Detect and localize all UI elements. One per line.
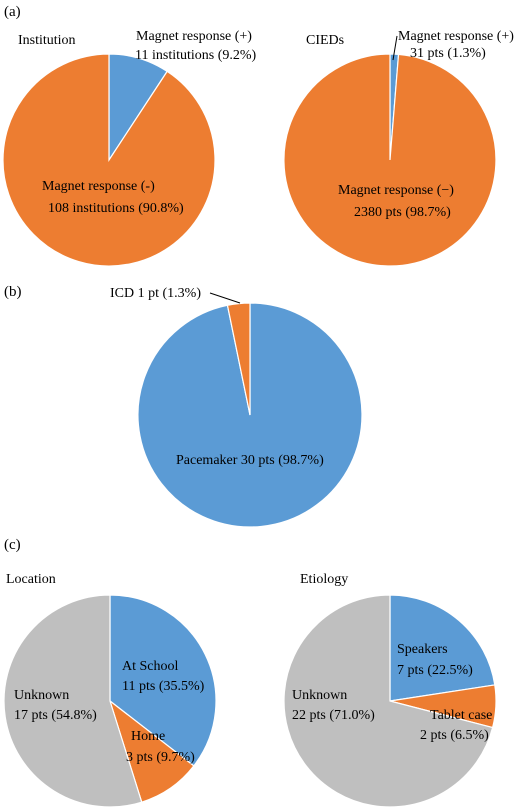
pie-location: Location At School 11 pts (35.5%) Home 3… (3, 572, 217, 808)
pie-etiology: Etiology Speakers 7 pts (22.5%) Tablet c… (283, 572, 497, 808)
pie-cieds-slice-1 (283, 53, 497, 267)
pie-device-type-slice-1 (226, 302, 251, 416)
chart-title-institution: Institution (18, 33, 76, 48)
pie-location-slice-2 (3, 594, 143, 808)
chart-title-cieds: CIEDs (306, 33, 344, 48)
pie-device-type-slices (137, 302, 363, 528)
pie-cieds-slices (283, 53, 497, 267)
slice-label-tablet-case: Tablet case (430, 708, 492, 723)
panel-label-a: (a) (4, 4, 21, 20)
slice-label-home: Home (131, 729, 165, 744)
slice-label-pacemaker: Pacemaker 30 pts (98.7%) (176, 453, 324, 468)
chart-title-etiology: Etiology (300, 572, 348, 587)
slice-label-speakers: Speakers (397, 642, 448, 657)
slice-detail-cieds-negative: 2380 pts (98.7%) (354, 205, 451, 220)
slice-detail-tablet-case: 2 pts (6.5%) (420, 728, 489, 743)
pie-etiology-slice-0 (389, 594, 496, 702)
pie-etiology-slices (283, 594, 497, 808)
chart-title-location: Location (6, 572, 56, 587)
panel-label-c: (c) (4, 537, 21, 553)
pie-institution-slices (2, 53, 216, 267)
slice-detail-cieds-positive: 31 pts (1.3%) (410, 46, 486, 61)
pie-institution: Institution Magnet response (+) 11 insti… (2, 29, 257, 267)
slice-detail-location-unknown: 17 pts (54.8%) (14, 708, 97, 723)
slice-detail-etiology-unknown: 22 pts (71.0%) (292, 708, 375, 723)
slice-detail-speakers: 7 pts (22.5%) (397, 663, 473, 678)
pie-device-type: ICD 1 pt (1.3%) Pacemaker 30 pts (98.7%) (110, 286, 363, 528)
pie-location-slice-0 (109, 594, 217, 767)
slice-label-etiology-unknown: Unknown (292, 688, 347, 703)
slice-detail-institution-negative: 108 institutions (90.8%) (48, 201, 184, 216)
slice-detail-home: 3 pts (9.7%) (126, 750, 195, 765)
leader-line-icd (209, 292, 241, 304)
slice-detail-at-school: 11 pts (35.5%) (122, 679, 205, 694)
pie-etiology-slice-2 (283, 594, 494, 808)
slice-label-at-school: At School (122, 659, 179, 674)
slice-label-institution-positive: Magnet response (+) (136, 29, 252, 44)
slice-detail-institution-positive: 11 institutions (9.2%) (135, 48, 257, 63)
slice-label-icd: ICD 1 pt (1.3%) (110, 286, 201, 301)
pie-cieds: CIEDs Magnet response (+) 31 pts (1.3%) … (283, 29, 514, 267)
pie-location-slices (3, 594, 217, 808)
slice-label-cieds-positive: Magnet response (+) (398, 29, 514, 44)
panel-label-b: (b) (4, 284, 22, 300)
pie-institution-slice-1 (2, 53, 216, 267)
leader-line-cieds (392, 35, 398, 61)
slice-label-institution-negative: Magnet response (-) (42, 179, 155, 194)
slice-label-cieds-negative: Magnet response (−) (338, 183, 454, 198)
slice-label-location-unknown: Unknown (14, 688, 69, 703)
